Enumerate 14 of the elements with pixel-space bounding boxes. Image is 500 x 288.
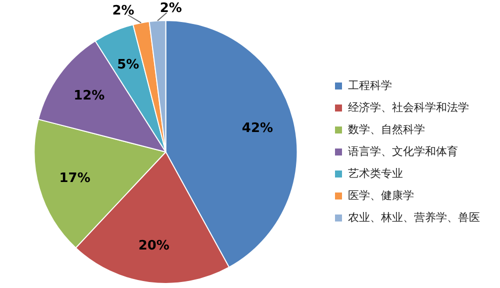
data-label: 42% — [242, 120, 274, 136]
legend-label: 数学、自然科学 — [348, 122, 425, 136]
legend-label: 语言学、文化学和体育 — [348, 144, 458, 158]
data-label: 20% — [138, 238, 170, 254]
data-label: 17% — [59, 170, 90, 186]
data-label: 12% — [74, 88, 105, 104]
legend-label: 经济学、社会科学和法学 — [348, 100, 469, 114]
legend-label: 艺术类专业 — [348, 166, 403, 180]
data-label: 2% — [160, 1, 182, 16]
legend-label: 医学、健康学 — [348, 188, 414, 202]
legend-label: 农业、林业、营养学、兽医 — [348, 210, 480, 224]
data-label: 5% — [117, 57, 140, 72]
legend-label: 工程科学 — [348, 78, 392, 92]
data-label: 2% — [112, 3, 134, 18]
